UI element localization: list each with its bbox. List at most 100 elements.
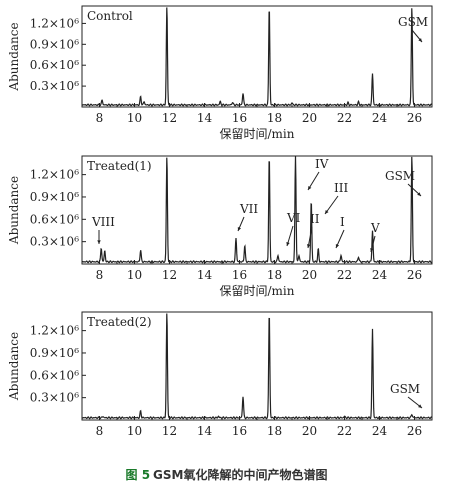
panel1-x-tick-label: 8 <box>96 111 104 125</box>
panel2-y-axis-label: Abundance <box>7 176 21 245</box>
panel2-peak-point <box>268 155 270 157</box>
panel2-peak-point <box>317 248 319 250</box>
figure-caption-text: GSM氧化降解的中间产物色谱图 <box>153 468 328 482</box>
panel3-x-tick-label: 16 <box>232 424 247 438</box>
panel2-chromatogram-trace <box>81 156 433 264</box>
panel3-x-tick-label: 20 <box>302 424 317 438</box>
panel2-peak-point <box>295 155 297 157</box>
panel3-peak-point <box>102 415 104 417</box>
panel2-annotation-label: GSM <box>385 169 415 183</box>
panel3-peak-point <box>218 415 220 417</box>
panel1-x-tick-label: 18 <box>267 111 282 125</box>
panel2-peak-point <box>310 200 312 202</box>
panel1-y-tick-label: 0.6×10⁶ <box>30 58 79 72</box>
panel3-y-axis-label: Abundance <box>7 332 21 401</box>
panel1-peak-point <box>101 99 103 101</box>
panel2-x-tick-label: 22 <box>337 268 352 282</box>
panel2-annotation-arrowhead <box>335 244 340 248</box>
panel2-x-tick-label: 10 <box>127 268 142 282</box>
panel1-peak-point <box>411 5 413 7</box>
panel3-peak-point <box>166 311 168 313</box>
panel1-annotation-arrowhead <box>418 38 422 42</box>
panel2-x-tick-label: 8 <box>96 268 104 282</box>
panel2-annotation-arrowhead <box>286 242 290 246</box>
panel1-peak-point <box>166 5 168 7</box>
panel3-peak-point <box>344 415 346 417</box>
panel1-peak-point <box>143 101 145 103</box>
panel2-annotation-arrowhead <box>306 244 311 248</box>
panel2-annotation-label: II <box>310 212 320 226</box>
panel1-y-tick-label: 0.9×10⁶ <box>30 37 79 51</box>
panel2-x-tick-label: 16 <box>232 268 247 282</box>
panel3-peak-point <box>411 413 413 415</box>
panel3-x-tick-label: 22 <box>337 424 352 438</box>
panel1-y-axis-label: Abundance <box>7 22 21 91</box>
panel1-peak-point <box>372 73 374 75</box>
panel1-x-tick-label: 10 <box>127 111 142 125</box>
panel2-x-tick-label: 20 <box>302 268 317 282</box>
panel2-peak-point <box>298 254 300 256</box>
panel1-x-tick-label: 16 <box>232 111 247 125</box>
panel2-y-tick-label: 0.6×10⁶ <box>30 212 79 226</box>
panel1-peak-point <box>268 5 270 7</box>
panel3-y-tick-label: 0.6×10⁶ <box>30 368 79 382</box>
panel2-x-tick-label: 12 <box>162 268 177 282</box>
panel2-annotation-arrow <box>324 195 339 215</box>
panel1-peak-point <box>242 92 244 94</box>
panel2-peak-point <box>235 237 237 239</box>
panel1-x-tick-label: 12 <box>162 111 177 125</box>
panel3-chromatogram-trace <box>81 313 433 420</box>
panel2-peak-point <box>100 247 102 249</box>
panel2-peak-point <box>358 256 360 258</box>
panel3-panel-title: Treated(2) <box>87 315 152 329</box>
panel2-peak-point <box>104 250 106 252</box>
panel3-x-tick-label: 10 <box>127 424 142 438</box>
panel3-x-tick-label: 8 <box>96 424 104 438</box>
panel1-y-tick-label: 0.3×10⁶ <box>30 79 79 93</box>
panel1-annotation-label: GSM <box>398 15 428 29</box>
panel2-annotation-label: IV <box>315 157 329 171</box>
panel3-peak-point <box>268 311 270 313</box>
panel1-x-tick-label: 22 <box>337 111 352 125</box>
panel3-annotation-arrowhead <box>418 404 422 408</box>
panel2-x-axis-label: 保留时间/min <box>220 284 295 298</box>
panel3-x-tick-label: 12 <box>162 424 177 438</box>
panel3-peak-point <box>372 328 374 330</box>
panel2-peak-point <box>340 254 342 256</box>
panel1-x-axis-label: 保留时间/min <box>220 127 295 141</box>
panel3-x-tick-label: 26 <box>407 424 422 438</box>
panel2-peak-point <box>140 249 142 251</box>
panel2-peak-point <box>411 155 413 157</box>
panel3-peak-point <box>242 395 244 397</box>
panel2-y-tick-label: 1.2×10⁶ <box>30 168 79 182</box>
panel1-panel-title: Control <box>87 9 133 23</box>
panel2-annotation-arrowhead <box>97 240 101 244</box>
panel1-peak-point <box>358 101 360 103</box>
panel3-x-tick-label: 18 <box>267 424 282 438</box>
panel2-peak-point <box>166 155 168 157</box>
panel1-peak-point <box>140 96 142 98</box>
panel3-annotation-label: GSM <box>390 382 420 396</box>
panel3-peak-point <box>140 410 142 412</box>
panel3-y-tick-label: 0.3×10⁶ <box>30 391 79 405</box>
panel2-peak-point <box>277 254 279 256</box>
panel1-x-tick-label: 24 <box>372 111 388 125</box>
panel1-y-tick-label: 1.2×10⁶ <box>30 16 79 30</box>
panel2-annotation-label: I <box>340 215 345 229</box>
panel2-x-tick-label: 14 <box>197 268 213 282</box>
panel1-peak-point <box>219 101 221 103</box>
panel2-peak-point <box>244 245 246 247</box>
panel2-annotation-arrowhead <box>417 192 421 196</box>
panel1-plot-frame <box>81 5 433 108</box>
panel2-annotation-label: V <box>370 221 380 235</box>
panel2-annotation-arrowhead <box>370 248 374 252</box>
panel2-x-tick-label: 18 <box>267 268 282 282</box>
panel3-y-tick-label: 0.9×10⁶ <box>30 346 79 360</box>
panel3-y-tick-label: 1.2×10⁶ <box>30 324 79 338</box>
panel2-annotation-arrowhead <box>325 210 329 214</box>
panel2-annotation-label: VII <box>239 202 258 216</box>
panel3-x-tick-label: 14 <box>197 424 213 438</box>
panel1-peak-point <box>232 101 234 103</box>
